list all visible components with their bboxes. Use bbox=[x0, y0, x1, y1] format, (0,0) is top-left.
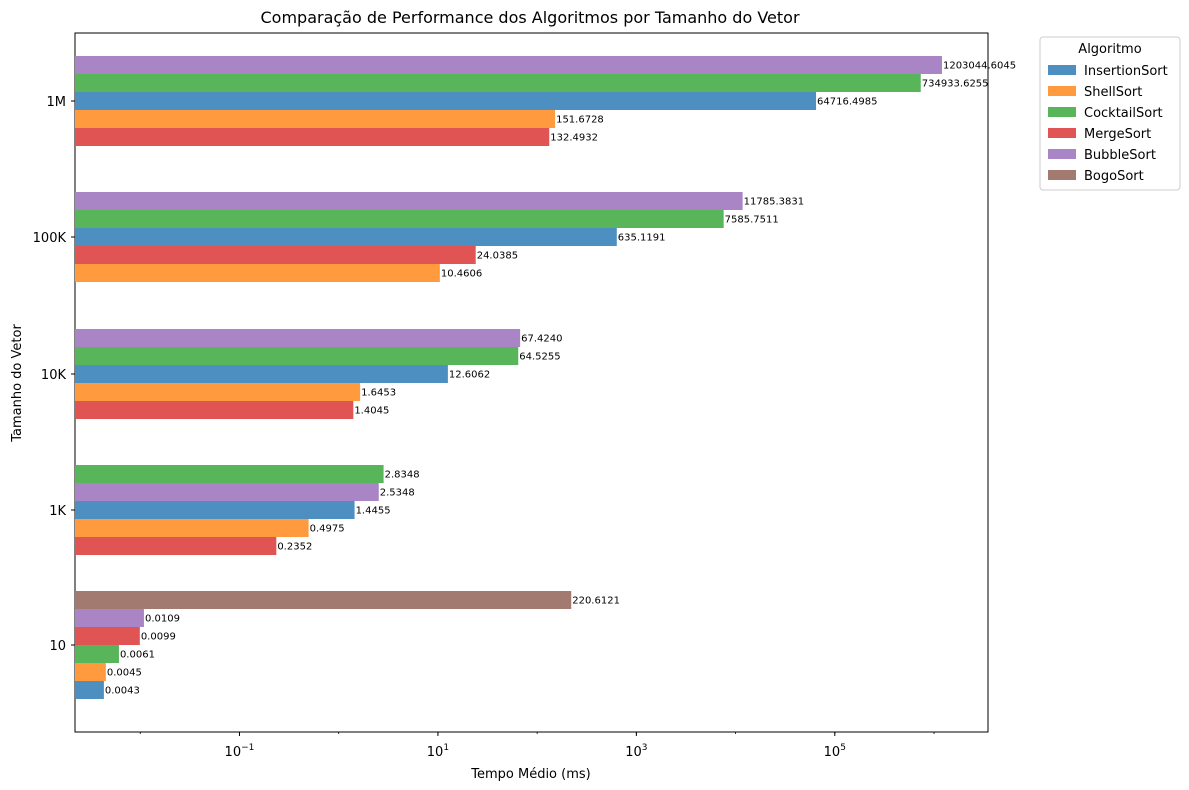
bar-value-label: 7585.7511 bbox=[725, 215, 779, 226]
bar-value-label: 11785.3831 bbox=[744, 197, 804, 208]
legend-label: InsertionSort bbox=[1084, 64, 1168, 79]
bar-1K-cocktailsort bbox=[75, 465, 384, 483]
bar-value-label: 1.6453 bbox=[361, 388, 396, 399]
plot-area: 0.0043 0.0045 0.0061 0.0099 0.0109 220.6121 10… bbox=[33, 32, 1016, 760]
x-axis-label: Tempo Médio (ms) bbox=[470, 767, 590, 782]
bar-10K-bubblesort bbox=[75, 329, 521, 347]
bar-100K-mergesort bbox=[75, 246, 476, 264]
y-tick-label: 10 bbox=[49, 639, 66, 654]
y-axis-label: Tamanho do Vetor bbox=[10, 324, 25, 443]
bar-value-label: 1.4045 bbox=[354, 406, 389, 417]
bar-1M-bubblesort bbox=[75, 56, 942, 74]
bar-10-insertionsort bbox=[75, 681, 104, 699]
y-tick-label: 1K bbox=[49, 504, 66, 519]
bar-value-label: 1203044.6045 bbox=[943, 61, 1016, 72]
bar-1K-shellsort bbox=[75, 519, 309, 537]
bar-value-label: 220.6121 bbox=[572, 596, 620, 607]
legend-swatch-insertionsort bbox=[1048, 65, 1076, 75]
y-tick-label: 1M bbox=[47, 95, 67, 110]
bar-10K-cocktailsort bbox=[75, 347, 519, 365]
bar-value-label: 635.1191 bbox=[618, 233, 666, 244]
bar-10-cocktailsort bbox=[75, 645, 119, 663]
x-tick-label: 105 bbox=[824, 743, 846, 760]
bar-1K-bubblesort bbox=[75, 483, 379, 501]
bar-10-bubblesort bbox=[75, 609, 144, 627]
legend-swatch-bubblesort bbox=[1048, 149, 1076, 159]
bar-value-label: 0.4975 bbox=[310, 524, 345, 535]
bar-value-label: 2.5348 bbox=[380, 488, 415, 499]
bar-10-shellsort bbox=[75, 663, 106, 681]
bar-10-mergesort bbox=[75, 627, 140, 645]
bar-10K-shellsort bbox=[75, 383, 361, 401]
bar-1K-insertionsort bbox=[75, 501, 355, 519]
bar-1K-mergesort bbox=[75, 537, 277, 555]
legend-label: MergeSort bbox=[1084, 127, 1151, 142]
bar-100K-cocktailsort bbox=[75, 210, 724, 228]
bar-1M-mergesort bbox=[75, 128, 550, 146]
bar-value-label: 24.0385 bbox=[477, 251, 518, 262]
bar-value-label: 132.4932 bbox=[550, 133, 598, 144]
bar-value-label: 0.0109 bbox=[145, 614, 180, 625]
legend-label: ShellSort bbox=[1084, 85, 1142, 100]
bar-value-label: 64716.4985 bbox=[817, 97, 877, 108]
bar-10-bogosort bbox=[75, 591, 572, 609]
bar-value-label: 0.2352 bbox=[277, 542, 312, 553]
y-tick-label: 10K bbox=[41, 368, 67, 383]
legend-swatch-bogosort bbox=[1048, 170, 1076, 180]
x-tick-label: 103 bbox=[625, 743, 647, 760]
legend-label: CocktailSort bbox=[1084, 106, 1163, 121]
y-tick-label: 100K bbox=[33, 231, 67, 246]
bar-10K-mergesort bbox=[75, 401, 354, 419]
legend: Algoritmo InsertionSort ShellSort CocktailS… bbox=[1039, 36, 1181, 191]
bar-100K-shellsort bbox=[75, 264, 440, 282]
bar-100K-bubblesort bbox=[75, 192, 743, 210]
bar-1M-insertionsort bbox=[75, 92, 817, 110]
legend-swatch-shellsort bbox=[1048, 86, 1076, 96]
bar-value-label: 2.8348 bbox=[385, 470, 420, 481]
chart-title: Comparação de Performance dos Algoritmos… bbox=[260, 8, 799, 27]
bar-1M-cocktailsort bbox=[75, 74, 921, 92]
bar-value-label: 734933.6255 bbox=[922, 79, 989, 90]
bar-value-label: 10.4606 bbox=[441, 269, 482, 280]
bar-value-label: 1.4455 bbox=[356, 506, 391, 517]
bar-value-label: 64.5255 bbox=[519, 352, 560, 363]
bar-value-label: 0.0043 bbox=[105, 686, 140, 697]
bar-value-label: 0.0045 bbox=[107, 668, 142, 679]
legend-label: BogoSort bbox=[1084, 169, 1144, 184]
bar-10K-insertionsort bbox=[75, 365, 448, 383]
x-tick-label: 101 bbox=[427, 743, 449, 760]
bar-1M-shellsort bbox=[75, 110, 556, 128]
legend-title: Algoritmo bbox=[1078, 42, 1141, 57]
bar-value-label: 67.4240 bbox=[521, 334, 562, 345]
bar-100K-insertionsort bbox=[75, 228, 617, 246]
x-tick-label: 10−1 bbox=[225, 743, 255, 760]
legend-swatch-mergesort bbox=[1048, 128, 1076, 138]
bar-value-label: 12.6062 bbox=[449, 370, 490, 381]
bar-value-label: 151.6728 bbox=[556, 115, 604, 126]
legend-swatch-cocktailsort bbox=[1048, 107, 1076, 117]
legend-label: BubbleSort bbox=[1084, 148, 1156, 163]
bar-value-label: 0.0061 bbox=[120, 650, 155, 661]
bar-value-label: 0.0099 bbox=[141, 632, 176, 643]
